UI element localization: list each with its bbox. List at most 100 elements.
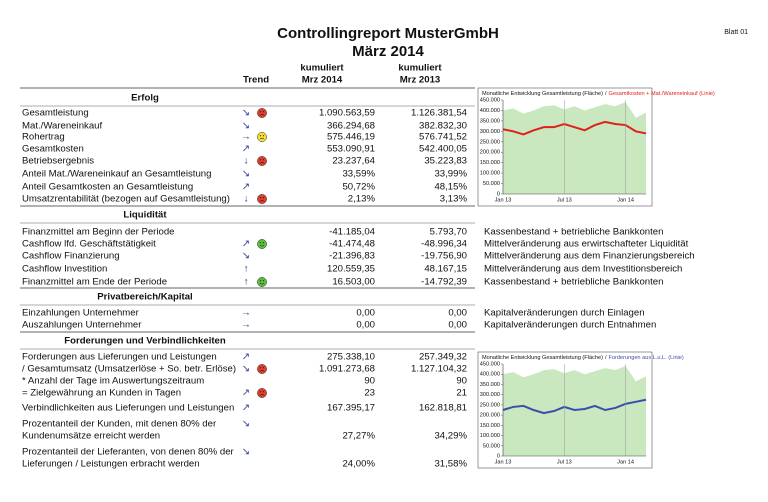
value-current: 16.503,00 <box>332 277 375 288</box>
value-previous: 5.793,70 <box>430 227 467 238</box>
y-tick-label: 200.000 <box>480 413 500 419</box>
value-previous: -19.756,90 <box>421 251 467 262</box>
value-current: 0,00 <box>356 320 375 331</box>
value-previous: 35.223,83 <box>424 156 467 167</box>
trend-arrow: ↗ <box>242 144 250 155</box>
value-previous: 33,99% <box>434 169 467 180</box>
legend-entry: Monatliche Entwicklung Gesamtleistung (F… <box>482 91 603 97</box>
row-note: Kassenbestand + betriebliche Bankkonten <box>484 277 663 288</box>
row-label: Finanzmittel am Beginn der Periode <box>22 227 175 238</box>
y-tick-label: 50.000 <box>483 443 500 449</box>
row-label: Cashflow Investition <box>22 264 107 275</box>
row-note: Kapitalveränderungen durch Einlagen <box>484 308 645 319</box>
value-previous: 48,15% <box>434 182 467 193</box>
y-tick-label: 350.000 <box>480 118 500 124</box>
x-tick-label: Jan 13 <box>495 197 512 203</box>
line-series <box>502 398 647 415</box>
y-tick-label: 200.000 <box>480 150 500 156</box>
row-label: Anteil Mat./Wareneinkauf an Gesamtleistu… <box>22 169 211 180</box>
row-label: Gesamtkosten <box>22 144 84 155</box>
row-label: Betriebsergebnis <box>22 156 94 167</box>
value-current: 23 <box>364 388 375 399</box>
trend-arrow: ↗ <box>242 352 250 363</box>
col-current: kumuliert <box>300 63 344 74</box>
value-previous: 1.126.381,54 <box>411 108 468 119</box>
value-previous: 48.167,15 <box>424 264 467 275</box>
trend-arrow: → <box>241 308 251 319</box>
col-previous: Mrz 2013 <box>400 75 441 86</box>
smiley-red <box>257 108 267 118</box>
value-previous: -48.996,34 <box>421 239 468 250</box>
smiley-green <box>257 277 267 287</box>
row-label: Verbindlichkeiten aus Lieferungen und Le… <box>22 403 234 414</box>
trend-arrow: ↑ <box>244 277 249 288</box>
trend-arrow: ↑ <box>244 264 249 275</box>
sheet-number: Blatt 01 <box>724 29 748 36</box>
value-current: 90 <box>364 376 375 387</box>
value-previous: 382.832,30 <box>419 121 467 132</box>
value-current: 23.237,64 <box>332 156 375 167</box>
row-label: Cashflow lfd. Geschäftstätigkeit <box>22 239 156 250</box>
col-previous: kumuliert <box>398 63 442 74</box>
value-current: 0,00 <box>356 308 375 319</box>
y-tick-label: 250.000 <box>480 139 500 145</box>
row-label: Cashflow Finanzierung <box>22 251 120 262</box>
row-label: Rohertrag <box>22 132 65 143</box>
value-previous: 0,00 <box>448 308 467 319</box>
y-tick-label: 300.000 <box>480 392 500 398</box>
value-previous: 162.818,81 <box>419 403 467 414</box>
y-tick-label: 150.000 <box>480 160 500 166</box>
trend-arrow: ↗ <box>242 239 250 250</box>
value-previous: 542.400,05 <box>419 144 467 155</box>
row-label: Einzahlungen Unternehmer <box>22 308 140 319</box>
row-note: Mittelveränderung aus dem Investitionsbe… <box>484 264 682 275</box>
value-current: 1.090.563,59 <box>319 108 375 119</box>
legend-entry: Monatliche Entwicklung Gesamtleistung (F… <box>482 355 603 361</box>
value-current: 553.090,91 <box>327 144 375 155</box>
value-previous: 1.127.104,32 <box>411 364 467 375</box>
value-current: -41.474,48 <box>329 239 375 250</box>
value-previous: 576.741,52 <box>419 132 467 143</box>
trend-arrow: ↓ <box>244 194 249 205</box>
row-note: Kassenbestand + betriebliche Bankkonten <box>484 227 663 238</box>
section-title: Privatbereich/Kapital <box>97 292 192 303</box>
value-current: 167.395,17 <box>327 403 375 414</box>
value-current: 33,59% <box>342 169 375 180</box>
row-label: Prozentanteil der Kunden, mit denen 80% … <box>22 419 217 430</box>
row-label: * Anzahl der Tage im Auswertungszeitraum <box>22 376 204 387</box>
value-previous: 0,00 <box>448 320 467 331</box>
trend-arrow: ↘ <box>242 447 250 458</box>
smiley-green <box>257 239 267 249</box>
row-label: Mat./Wareneinkauf <box>22 121 102 132</box>
x-tick-label: Jan 14 <box>617 459 634 465</box>
value-previous: 90 <box>456 376 467 387</box>
y-tick-label: 400.000 <box>480 108 500 114</box>
row-label: / Gesamtumsatz (Umsatzerlöse + So. betr.… <box>22 364 236 375</box>
y-tick-label: 250.000 <box>480 402 500 408</box>
y-tick-label: 450.000 <box>480 97 500 103</box>
smiley-red <box>257 388 267 398</box>
value-current: 2,13% <box>348 194 376 205</box>
section-title: Forderungen und Verbindlichkeiten <box>64 336 226 347</box>
area-series <box>503 366 646 456</box>
chart-legend: Monatliche Entwicklung Gesamtleistung (F… <box>482 91 715 97</box>
row-note: Mittelveränderung aus dem Finanzierungsb… <box>484 251 695 262</box>
y-tick-label: 450.000 <box>480 361 500 367</box>
value-current: 50,72% <box>342 182 375 193</box>
legend-separator: / <box>605 91 607 97</box>
y-tick-label: 350.000 <box>480 382 500 388</box>
row-label: Gesamtleistung <box>22 108 89 119</box>
section-title: Liquidität <box>123 210 167 221</box>
trend-arrow: ↘ <box>242 121 250 132</box>
y-tick-label: 0 <box>497 453 500 459</box>
report-title: Controllingreport MusterGmbH <box>277 25 499 42</box>
y-tick-label: 300.000 <box>480 129 500 135</box>
trend-arrow: ↗ <box>242 403 250 414</box>
row-note: Mittelveränderung aus erwirtschafteter L… <box>484 239 689 250</box>
value-current: -21.396,83 <box>329 251 375 262</box>
section-title: Erfolg <box>131 93 159 104</box>
legend-entry: Forderungen aus L.u.L. (Linie) <box>609 355 684 361</box>
row-label: Auszahlungen Unternehmer <box>22 320 142 331</box>
row-label: Prozentanteil der Lieferanten, von denen… <box>22 447 235 458</box>
